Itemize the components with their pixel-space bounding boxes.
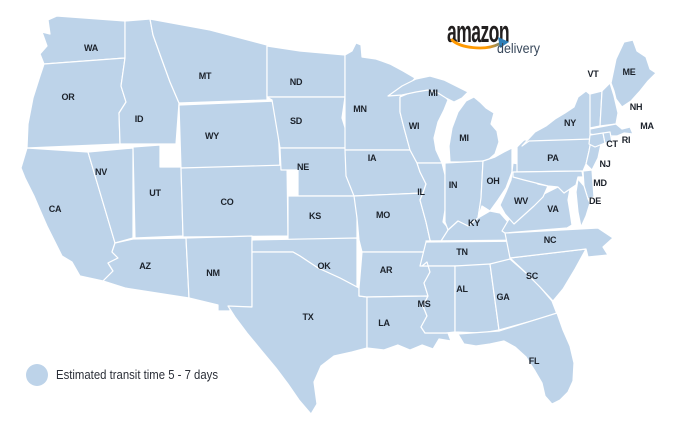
state-label-mi-lower: MI bbox=[459, 133, 469, 143]
state-label-wv: WV bbox=[514, 196, 528, 206]
legend-label: Estimated transit time 5 - 7 days bbox=[56, 367, 218, 382]
state-mt-shape bbox=[149, 18, 268, 104]
state-ar-shape bbox=[358, 251, 433, 298]
state-wa-shape bbox=[39, 15, 126, 65]
state-label-sd: SD bbox=[290, 116, 303, 126]
state-co-shape bbox=[180, 164, 289, 238]
state-label-id: ID bbox=[135, 114, 144, 124]
state-label-ne: NE bbox=[297, 162, 309, 172]
state-de-shape bbox=[582, 169, 595, 200]
state-label-mn: MN bbox=[353, 104, 367, 114]
state-label-de: DE bbox=[589, 196, 601, 206]
state-label-ma: MA bbox=[640, 121, 654, 131]
state-label-tn: TN bbox=[456, 247, 468, 257]
state-shapes bbox=[20, 15, 657, 415]
state-label-nh: NH bbox=[630, 102, 643, 112]
state-label-nc: NC bbox=[544, 235, 557, 245]
state-me-shape bbox=[610, 39, 657, 108]
state-label-mi-upper: MI bbox=[428, 88, 438, 98]
state-mi-upper-shape bbox=[387, 75, 469, 103]
state-nh-shape bbox=[599, 82, 619, 127]
state-label-nj: NJ bbox=[599, 159, 610, 169]
state-tx-shape bbox=[227, 251, 368, 415]
state-label-wi: WI bbox=[409, 121, 420, 131]
state-label-pa: PA bbox=[547, 153, 559, 163]
state-ct-shape bbox=[588, 132, 606, 148]
state-label-wy: WY bbox=[205, 131, 219, 141]
state-oh-shape bbox=[477, 147, 513, 219]
state-ks-shape bbox=[287, 195, 358, 241]
amazon-smile-icon bbox=[450, 38, 501, 50]
state-label-ga: GA bbox=[496, 292, 510, 302]
delivery-wordmark: delivery bbox=[497, 40, 540, 56]
state-label-al: AL bbox=[456, 284, 468, 294]
state-ri-shape bbox=[602, 131, 613, 144]
state-label-ms: MS bbox=[417, 299, 430, 309]
state-label-nd: ND bbox=[290, 77, 303, 87]
state-label-sc: SC bbox=[526, 271, 539, 281]
state-label-ct: CT bbox=[606, 139, 618, 149]
state-label-or: OR bbox=[61, 92, 75, 102]
state-mi-lower-shape bbox=[448, 96, 500, 163]
state-label-co: CO bbox=[220, 197, 233, 207]
state-wy-shape bbox=[178, 100, 281, 169]
state-or-shape bbox=[26, 57, 127, 149]
state-label-va: VA bbox=[547, 204, 559, 214]
state-label-wa: WA bbox=[84, 43, 99, 53]
state-sc-shape bbox=[509, 248, 587, 302]
state-label-md: MD bbox=[593, 178, 607, 188]
state-fl-shape bbox=[457, 312, 575, 405]
delmarva-peninsula-shape bbox=[575, 178, 591, 228]
state-label-nv: NV bbox=[95, 167, 107, 177]
state-label-ri: RI bbox=[622, 135, 631, 145]
state-label-ny: NY bbox=[564, 118, 576, 128]
state-label-ok: OK bbox=[317, 261, 331, 271]
state-sd-shape bbox=[266, 96, 348, 149]
state-label-mt: MT bbox=[199, 71, 212, 81]
state-label-ca: CA bbox=[49, 204, 62, 214]
state-label-az: AZ bbox=[139, 261, 151, 271]
state-label-ks: KS bbox=[309, 211, 321, 221]
state-nd-shape bbox=[266, 45, 346, 98]
state-label-ky: KY bbox=[468, 218, 480, 228]
state-label-in: IN bbox=[449, 180, 458, 190]
state-label-il: IL bbox=[417, 187, 425, 197]
state-label-ia: IA bbox=[368, 153, 377, 163]
state-label-ar: AR bbox=[380, 265, 393, 275]
state-label-la: LA bbox=[378, 318, 390, 328]
state-label-vt: VT bbox=[587, 69, 599, 79]
state-label-tx: TX bbox=[302, 312, 313, 322]
legend: Estimated transit time 5 - 7 days bbox=[26, 364, 218, 386]
state-ut-shape bbox=[132, 144, 184, 239]
amazon-smile-arrowhead-icon bbox=[498, 37, 509, 48]
state-label-me: ME bbox=[622, 67, 635, 77]
state-az-shape bbox=[102, 237, 190, 299]
state-nv-shape bbox=[87, 147, 134, 244]
state-label-fl: FL bbox=[529, 356, 540, 366]
state-label-mo: MO bbox=[376, 210, 390, 220]
state-labels: WA OR CA NV ID MT WY UT CO AZ NM ND SD NE KS OK TX MN IA MO… bbox=[49, 43, 655, 366]
legend-swatch bbox=[26, 364, 48, 386]
state-label-nm: NM bbox=[206, 268, 220, 278]
amazon-logo: amazon delivery bbox=[447, 14, 540, 56]
state-nc-shape bbox=[504, 227, 614, 259]
state-label-ut: UT bbox=[149, 188, 161, 198]
state-label-oh: OH bbox=[486, 176, 499, 186]
